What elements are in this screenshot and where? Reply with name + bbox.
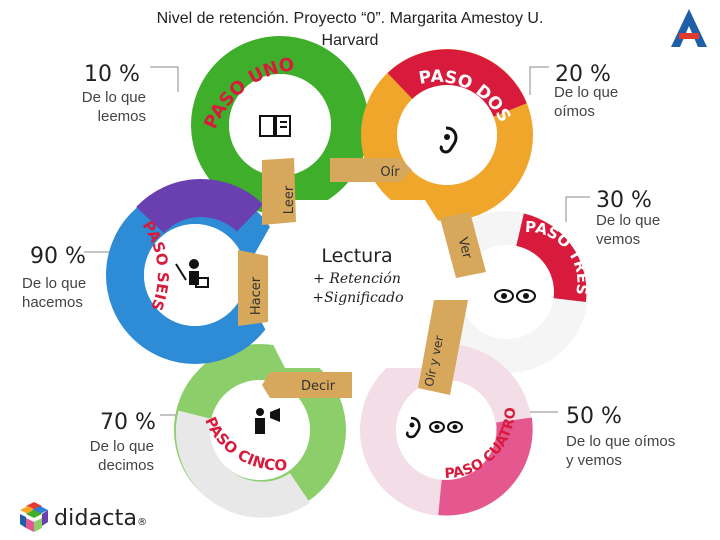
a-logo-icon bbox=[668, 6, 710, 50]
book-icon bbox=[259, 115, 291, 137]
center-hexagon bbox=[240, 200, 475, 368]
worker-desk-icon bbox=[175, 259, 209, 288]
level-30-desc: De lo que vemos bbox=[596, 211, 706, 249]
brand-registered-mark: ® bbox=[137, 517, 148, 528]
level-10-desc-line-1: De lo que bbox=[81, 89, 146, 106]
center-line-1: + Retención bbox=[313, 271, 401, 287]
arrow-oir-y-ver bbox=[418, 300, 468, 395]
ear-icon bbox=[439, 126, 458, 154]
page-title: Nivel de retención. Proyecto “0”. Margar… bbox=[110, 8, 590, 52]
arrow-oir-label: Oír bbox=[380, 165, 400, 180]
level-30-desc-line-2: vemos bbox=[596, 231, 641, 248]
arrow-ver-label: Ver bbox=[455, 236, 475, 261]
arrow-hacer bbox=[238, 250, 268, 326]
level-20-desc-line-1: De lo que bbox=[554, 84, 619, 101]
didacta-brand-name: didacta® bbox=[54, 506, 147, 531]
title-line-1: Nivel de retención. Proyecto “0”. Margar… bbox=[156, 10, 544, 27]
center-line-2: +Significado bbox=[312, 290, 403, 306]
level-90-desc: De lo que hacemos bbox=[22, 274, 132, 312]
arrow-leer-label: Leer bbox=[282, 185, 297, 214]
level-90-desc-line-2: hacemos bbox=[22, 294, 83, 311]
level-30-desc-line-1: De lo que bbox=[596, 212, 661, 229]
brand-name-text: didacta bbox=[54, 506, 138, 531]
flow-arrows bbox=[238, 158, 486, 398]
level-20-desc: De lo que oímos bbox=[554, 83, 674, 121]
level-50-desc-line-1: De lo que oímos bbox=[566, 433, 676, 450]
level-10-percent: 10 % bbox=[84, 62, 140, 87]
label-connectors bbox=[84, 66, 590, 416]
didacta-logo-icon bbox=[20, 502, 48, 532]
level-70-desc: De lo que decimos bbox=[40, 437, 154, 475]
level-50-percent: 50 % bbox=[566, 404, 622, 429]
speaker-person-icon bbox=[255, 408, 280, 434]
level-10-desc-line-2: leemos bbox=[97, 108, 146, 125]
level-20-desc-line-2: oímos bbox=[554, 103, 595, 120]
arrow-oir bbox=[330, 158, 412, 182]
level-20-percent: 20 % bbox=[555, 62, 611, 87]
level-90-desc-line-1: De lo que bbox=[22, 275, 87, 292]
level-50-desc: De lo que oímos y vemos bbox=[566, 432, 706, 470]
level-50-desc-line-2: y vemos bbox=[566, 452, 622, 469]
level-90-percent: 90 % bbox=[30, 244, 86, 269]
level-70-desc-line-2: decimos bbox=[98, 457, 154, 474]
center-title: Lectura bbox=[321, 245, 392, 267]
arrow-ver bbox=[440, 212, 486, 278]
level-30-percent: 30 % bbox=[596, 188, 652, 213]
arrow-hacer-label: Hacer bbox=[249, 276, 264, 315]
arrow-decir bbox=[262, 372, 352, 398]
level-10-desc: De lo que leemos bbox=[40, 88, 146, 126]
level-70-desc-line-1: De lo que bbox=[89, 438, 154, 455]
ear-eyes-icon bbox=[405, 416, 463, 439]
eyes-icon bbox=[494, 289, 536, 303]
level-70-percent: 70 % bbox=[100, 410, 156, 435]
title-line-2: Harvard bbox=[321, 32, 379, 49]
arrow-decir-label: Decir bbox=[301, 379, 336, 394]
arrow-leer bbox=[262, 158, 296, 225]
